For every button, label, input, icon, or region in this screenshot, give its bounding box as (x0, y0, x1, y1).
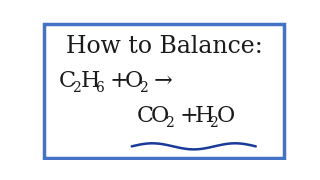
Text: 2: 2 (165, 116, 174, 130)
Text: O: O (124, 69, 143, 91)
Text: 2: 2 (139, 81, 148, 95)
Text: C: C (59, 69, 76, 91)
Text: 6: 6 (95, 81, 104, 95)
Text: 2: 2 (72, 81, 81, 95)
Text: +: + (173, 105, 206, 127)
FancyBboxPatch shape (44, 24, 284, 158)
Text: C: C (137, 105, 154, 127)
Text: 2: 2 (209, 116, 217, 130)
Text: H: H (194, 105, 214, 127)
Text: How to Balance:: How to Balance: (66, 35, 262, 58)
Text: →: → (147, 69, 173, 91)
Text: O: O (150, 105, 169, 127)
Text: O: O (217, 105, 235, 127)
Text: +: + (103, 69, 136, 91)
Text: H: H (81, 69, 100, 91)
